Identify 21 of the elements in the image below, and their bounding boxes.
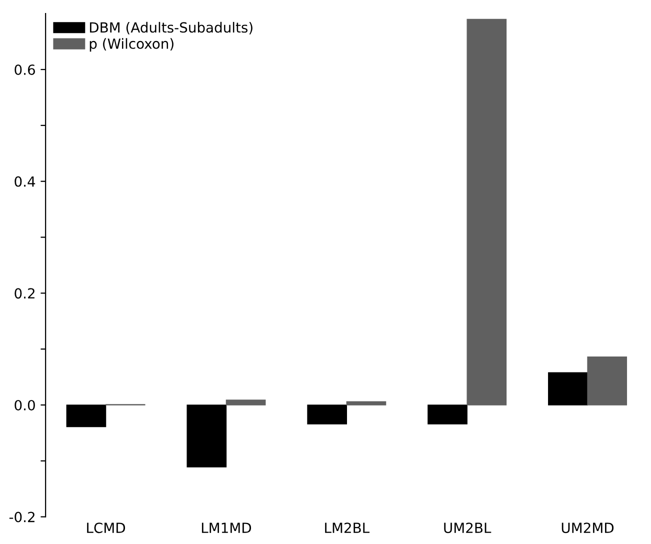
x-tick-label: LM2BL [325,522,370,533]
y-tick-label: 0.2 [14,288,34,299]
y-tick-label: 0.4 [14,176,36,187]
legend-label: p (Wilcoxon) [90,38,174,52]
bar [428,404,468,424]
y-tick-label: 0.6 [14,64,35,75]
bar [226,400,266,406]
bar [346,401,386,406]
bar [307,404,348,424]
bar [66,404,106,428]
y-tick-label: -0.2 [9,512,34,522]
bar [587,356,628,406]
bar [466,18,507,406]
x-tick-label: UM2MD [562,522,614,534]
x-tick-label: LCMD [87,522,126,534]
bar [548,372,588,406]
x-tick-label: UM2BL [444,522,492,534]
bar [186,404,227,468]
y-tick-label: 0.0 [14,400,35,410]
x-tick-label: LM1MD [202,522,252,533]
legend-label: DBM (Adults-Subadults) [90,22,252,34]
